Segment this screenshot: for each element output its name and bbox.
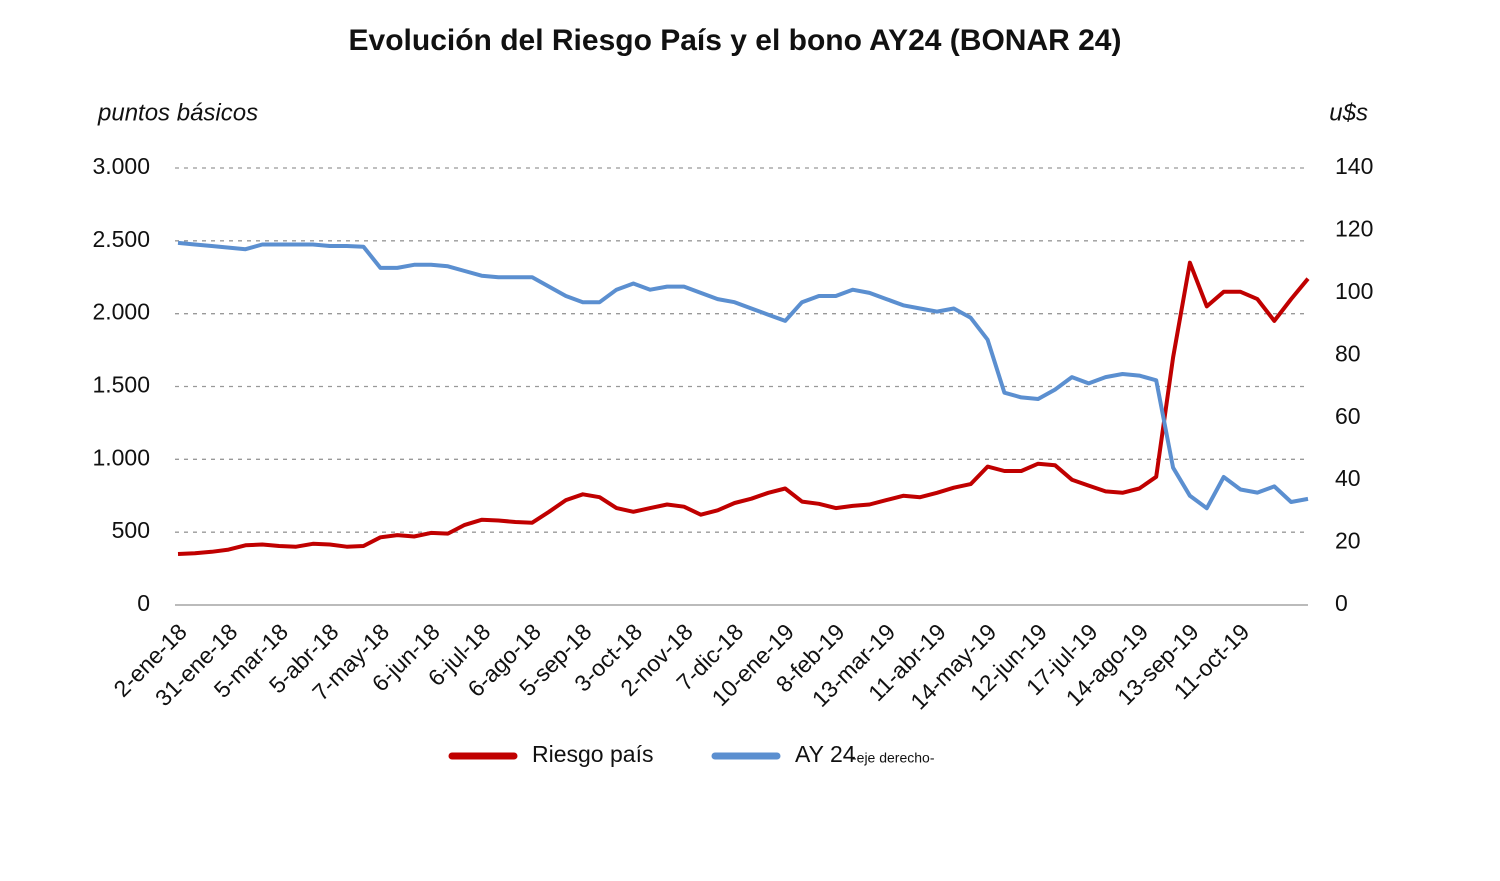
chart-title: Evolución del Riesgo País y el bono AY24… <box>349 24 1122 57</box>
y-axis-title: puntos básicos <box>97 99 258 126</box>
y2-tick-label: 120 <box>1335 216 1373 242</box>
y2-tick-label: 140 <box>1335 153 1373 179</box>
y2-tick-label: 20 <box>1335 528 1361 554</box>
y-tick-label: 1.000 <box>92 444 150 470</box>
data-line <box>177 240 1309 511</box>
legend-label: Riesgo país <box>532 741 653 767</box>
y-tick-label: 0 <box>137 590 150 616</box>
y2-tick-label: 100 <box>1335 278 1373 304</box>
legend-label: AY 24 <box>795 741 856 767</box>
y-tick-label: 3.000 <box>92 153 150 179</box>
y2-tick-label: 0 <box>1335 590 1348 616</box>
data-line <box>177 260 1310 556</box>
y2-tick-label: 80 <box>1335 340 1361 366</box>
y2-tick-label: 40 <box>1335 465 1361 491</box>
legend-note: -eje derecho- <box>852 750 935 766</box>
y-tick-label: 500 <box>112 517 150 543</box>
y-tick-label: 2.000 <box>92 299 150 325</box>
y-tick-label: 1.500 <box>92 372 150 398</box>
y-tick-label: 2.500 <box>92 226 150 252</box>
y2-axis-title: u$s <box>1329 99 1368 126</box>
y2-tick-label: 60 <box>1335 403 1361 429</box>
